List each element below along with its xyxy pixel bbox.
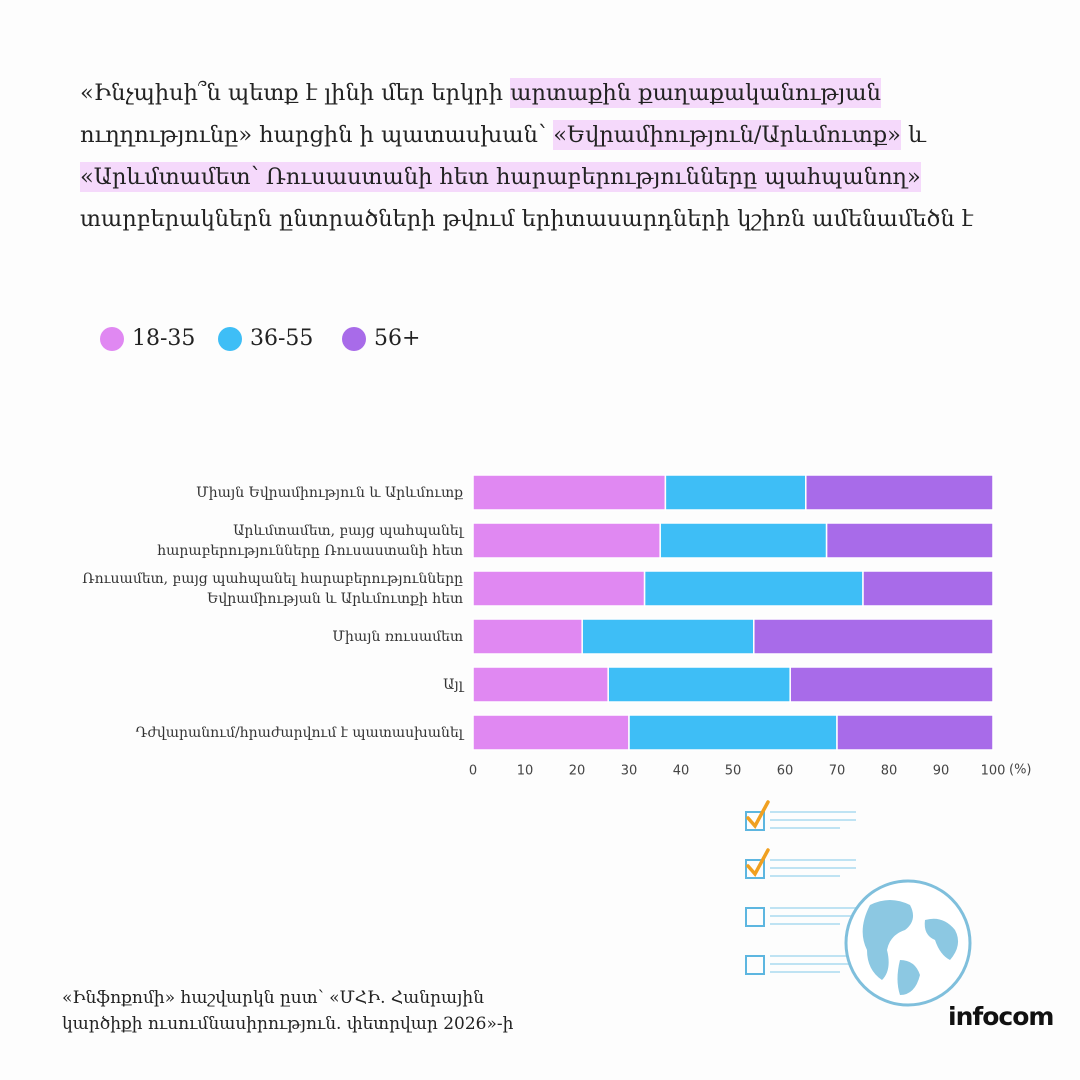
x-tick-label: 20 bbox=[569, 764, 586, 779]
y-tick-label: Միայն Եվրամիություն և Արևմուտք bbox=[196, 484, 463, 501]
bar-segment bbox=[472, 474, 667, 511]
x-axis-unit: (%) bbox=[1009, 763, 1032, 778]
legend-marker bbox=[100, 327, 124, 351]
bar-segment bbox=[825, 522, 994, 559]
title-text: և bbox=[900, 122, 926, 148]
title-highlight: «Եվրամիություն/Արևմուտք» bbox=[553, 120, 901, 150]
bar-segment bbox=[472, 618, 583, 655]
x-tick-label: 50 bbox=[725, 764, 742, 779]
legend-label: 36-55 bbox=[250, 326, 314, 351]
bar-segment bbox=[659, 522, 828, 559]
y-tick-label: Այլ bbox=[443, 676, 463, 693]
x-tick-label: 40 bbox=[673, 764, 690, 779]
bar-segment bbox=[607, 666, 791, 703]
y-tick-label: Ռուսամետ, բայց պահպանել հարաբերություննե… bbox=[82, 570, 463, 607]
bar-segment bbox=[643, 570, 864, 607]
source-note: «Ինֆոքոմի» հաշվարկն ըստ՝ «ՄՀԻ. Հանրային … bbox=[62, 988, 514, 1034]
decoration bbox=[745, 800, 972, 1007]
bar-segment bbox=[472, 666, 609, 703]
y-tick-label: Միայն ռուսամետ bbox=[332, 628, 463, 645]
title-highlight: արտաքին քաղաքականության bbox=[510, 78, 881, 108]
bar-segment bbox=[472, 714, 630, 751]
y-tick-label: Դժվարանում/հրաժարվում է պատասխանել bbox=[135, 724, 463, 741]
bar-segment bbox=[628, 714, 838, 751]
x-tick-label: 90 bbox=[933, 764, 950, 779]
legend-marker bbox=[342, 327, 366, 351]
bar-segment bbox=[472, 570, 646, 607]
bar-segment bbox=[472, 522, 661, 559]
bar-segment bbox=[664, 474, 807, 511]
title-text: «Ինչպիսի՞ն պետք է լինի մեր երկրի bbox=[80, 80, 511, 106]
x-tick-label: 60 bbox=[777, 764, 794, 779]
chart-title: «Ինչպիսի՞ն պետք է լինի մեր երկրի արտաքին… bbox=[80, 72, 1020, 240]
x-tick-label: 10 bbox=[517, 764, 534, 779]
legend-marker bbox=[218, 327, 242, 351]
legend-label: 56+ bbox=[374, 326, 421, 351]
x-tick-label: 100 bbox=[981, 764, 1006, 779]
bar-segment bbox=[862, 570, 994, 607]
legend-label: 18-35 bbox=[132, 326, 196, 351]
y-tick-label: Արևմտամետ, բայց պահպանել հարաբերությունն… bbox=[157, 522, 463, 559]
x-tick-label: 70 bbox=[829, 764, 846, 779]
bar-segment bbox=[753, 618, 994, 655]
x-tick-label: 30 bbox=[621, 764, 638, 779]
title-text: ուղղությունը» հարցին ի պատասխան՝ bbox=[80, 122, 554, 148]
title-highlight: «Արևմտամետ՝ Ռուսաստանի հետ հարաբերությու… bbox=[80, 162, 921, 192]
bar-segment bbox=[836, 714, 994, 751]
x-tick-label: 0 bbox=[469, 764, 477, 779]
logo: infocom bbox=[948, 1002, 1054, 1031]
x-tick-label: 80 bbox=[881, 764, 898, 779]
bar-segment bbox=[789, 666, 994, 703]
bar-segment bbox=[805, 474, 994, 511]
title-text: տարբերակներն ընտրածների թվում երիտասարդն… bbox=[80, 206, 974, 232]
bar-segment bbox=[581, 618, 755, 655]
